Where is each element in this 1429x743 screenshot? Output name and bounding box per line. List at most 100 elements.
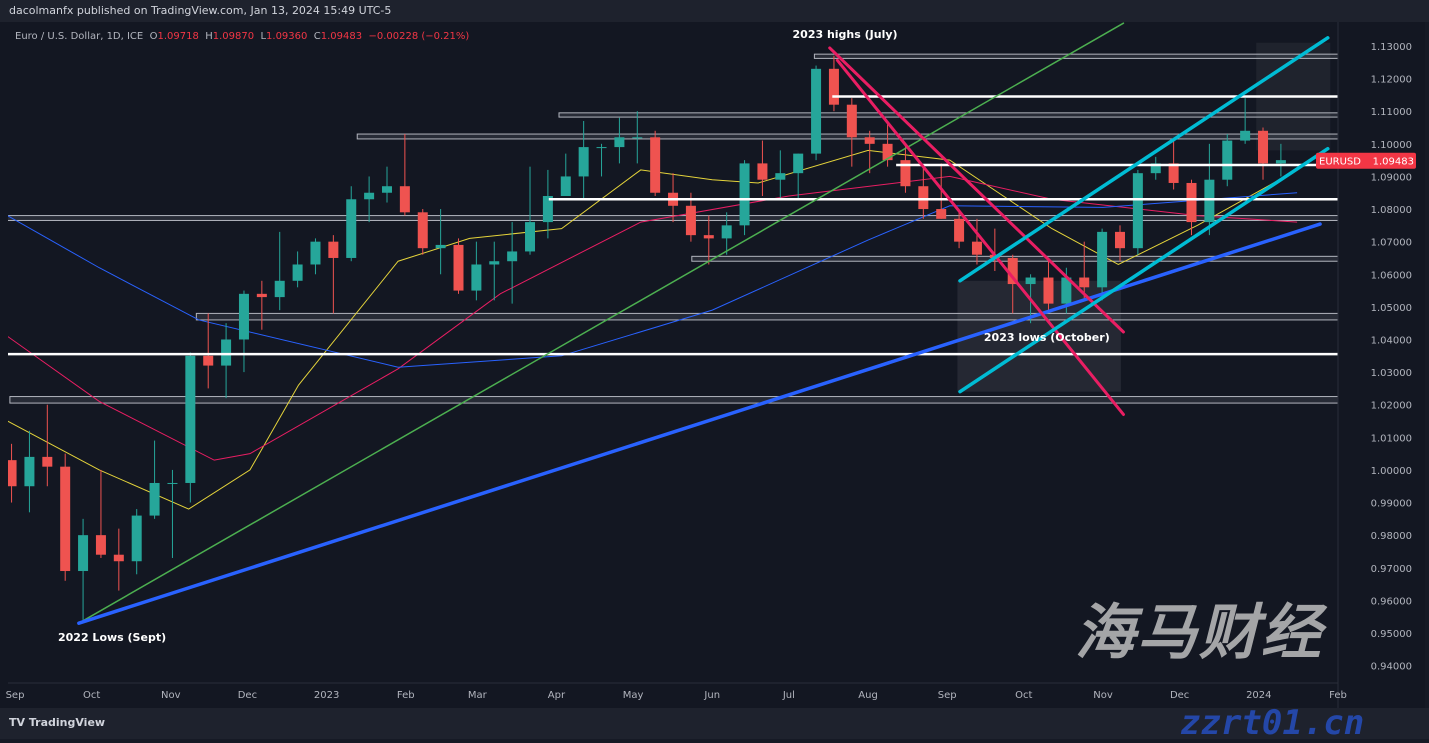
top-bar <box>0 0 1429 22</box>
candle <box>1258 127 1269 180</box>
candle <box>274 231 285 311</box>
price-tick-label: 1.01000 <box>1371 433 1412 444</box>
candle-body <box>507 251 518 262</box>
price-tick-label: 1.07000 <box>1371 238 1412 249</box>
candle-body <box>8 460 17 487</box>
candle-body <box>113 554 124 562</box>
candle <box>1079 241 1090 301</box>
candle <box>381 166 392 203</box>
candle <box>471 241 482 301</box>
candle-body <box>614 137 625 148</box>
candle <box>560 153 571 197</box>
candle <box>828 55 839 112</box>
candle-body <box>1240 130 1251 141</box>
chart-annotation: 2023 highs (July) <box>793 28 898 41</box>
price-tick-label: 1.06000 <box>1371 270 1412 281</box>
price-tick-label: 1.10000 <box>1371 140 1412 151</box>
price-tick-label: 1.05000 <box>1371 303 1412 314</box>
last-price-label: 1.09483 <box>1373 157 1414 168</box>
candle <box>24 430 35 513</box>
candle-body <box>560 176 571 197</box>
time-tick-label: Dec <box>1170 690 1189 701</box>
candle <box>703 215 714 265</box>
candle-body <box>971 241 982 255</box>
trendline <box>958 36 1330 283</box>
time-tick-label: Oct <box>1015 690 1032 701</box>
candle-body <box>328 241 339 258</box>
candle <box>864 130 875 174</box>
support-resistance-zone <box>558 112 1338 118</box>
watermark-site: zzrt01.cn <box>1180 703 1365 743</box>
candle-body <box>685 205 696 236</box>
candle-body <box>78 535 89 572</box>
price-tick-label: 0.96000 <box>1371 596 1412 607</box>
watermark-cn: 海马财经 <box>1075 598 1323 668</box>
candle <box>739 160 750 236</box>
candle-body <box>900 160 911 187</box>
candle <box>364 176 375 223</box>
price-tick-label: 1.03000 <box>1371 368 1412 379</box>
candle-body <box>882 143 893 161</box>
support-resistance-zone <box>813 53 1338 59</box>
candle-body <box>489 261 500 265</box>
candle <box>221 323 232 399</box>
candle <box>578 121 589 200</box>
lows-highlight-box <box>957 280 1121 392</box>
candle-body <box>42 456 53 467</box>
candle <box>900 143 911 193</box>
last-price-tag <box>1316 152 1416 169</box>
candle-body <box>650 137 661 193</box>
time-tick-label: Jun <box>703 690 720 701</box>
candle <box>435 209 446 275</box>
plot-layer: 2023 highs (July) 2023 lows (October) 2022… <box>8 22 1338 644</box>
price-tick-label: 0.98000 <box>1371 531 1412 542</box>
price-tick-label: 1.11000 <box>1371 107 1412 118</box>
candle <box>399 134 410 216</box>
candle <box>1097 228 1108 301</box>
candle <box>846 98 857 167</box>
close-label: C <box>313 31 321 42</box>
candle-body <box>1097 231 1108 288</box>
candle <box>650 130 661 197</box>
candle-body <box>703 235 714 239</box>
candle-body <box>381 186 392 193</box>
time-tick-label: Sep <box>938 690 957 701</box>
candle <box>203 313 214 389</box>
chart-annotation: 2022 Lows (Sept) <box>58 631 166 644</box>
candle <box>507 222 518 304</box>
low-value: 1.09360 <box>266 31 308 42</box>
candle-body <box>453 244 464 291</box>
candle <box>417 209 428 255</box>
candle-body <box>274 280 285 298</box>
time-tick-label: Jul <box>782 690 795 701</box>
candle-body <box>435 244 446 249</box>
time-tick-label: Feb <box>397 690 415 701</box>
price-tick-label: 1.04000 <box>1371 335 1412 346</box>
candle <box>1240 98 1251 144</box>
price-tick-label: 1.08000 <box>1371 205 1412 216</box>
tradingview-logo[interactable]: 𝗧𝗩 TradingView <box>9 716 105 729</box>
candle-body <box>846 104 857 138</box>
candle <box>596 143 607 177</box>
trendline <box>78 22 1125 624</box>
candle-body <box>185 355 196 483</box>
candle-body <box>1258 130 1269 164</box>
candle-body <box>131 515 142 562</box>
candle <box>1222 134 1233 187</box>
candle-body <box>1204 179 1215 223</box>
candle-body <box>793 153 804 174</box>
candle <box>525 166 536 255</box>
chart-area[interactable] <box>0 22 1425 708</box>
candle <box>256 280 267 330</box>
candle-body <box>936 209 947 219</box>
time-tick-label: Feb <box>1329 690 1347 701</box>
candle <box>1204 143 1215 236</box>
candle <box>882 124 893 167</box>
candle <box>167 469 178 558</box>
candle <box>1114 225 1125 262</box>
candle-body <box>364 192 375 200</box>
candle-body <box>632 137 643 139</box>
candle <box>971 218 982 265</box>
candle <box>292 251 303 288</box>
